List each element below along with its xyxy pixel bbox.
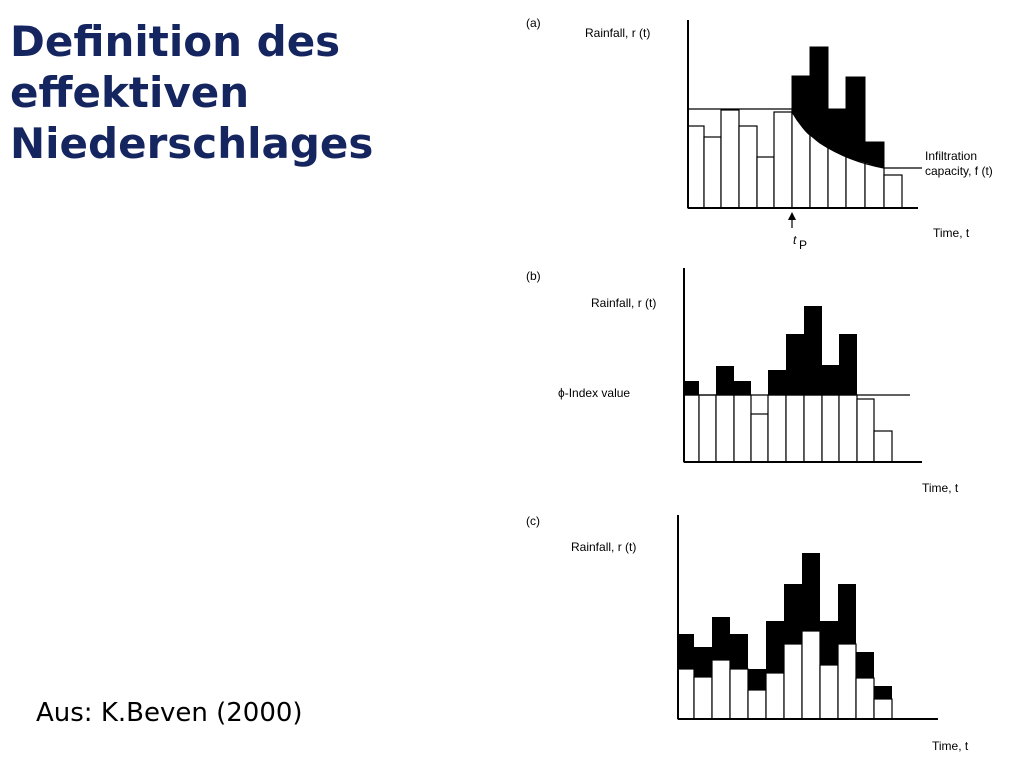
panel-c: (c) Rainfall, r (t): [526, 514, 969, 753]
panel-b-bar: [767, 394, 787, 463]
panel-b-tag: (b): [526, 269, 541, 283]
panel-c-bar: [747, 689, 767, 720]
panel-a-ponding-arrow: [788, 212, 796, 228]
panel-b-excess: [684, 306, 857, 395]
panel-a-rainfall-label: Rainfall, r (t): [585, 26, 650, 40]
panel-a-ponding-subscript: P: [799, 238, 807, 252]
rainfall-figure-svg: (a) Rainfall, r (t): [526, 16, 993, 753]
panel-c-bar: [677, 668, 695, 720]
panel-a-bar: [720, 109, 740, 209]
panel-a-bar: [738, 125, 758, 209]
panel-a-infiltration-label-2: capacity, f (t): [925, 164, 993, 178]
panel-a-bar: [864, 161, 885, 209]
panel-c-excess-block: [694, 647, 712, 677]
panel-c-bars: [677, 630, 893, 720]
slide-title-line-3: Niederschlages: [10, 119, 374, 168]
panel-a-infiltration-label-1: Infiltration: [925, 149, 977, 163]
panel-a-bar: [773, 111, 793, 209]
panel-a-tag: (a): [526, 16, 541, 30]
panel-b-excess-block: [768, 370, 786, 395]
slide-title-line-2: effektiven: [10, 68, 250, 117]
panel-b-bar: [856, 398, 875, 463]
panel-b-bar: [715, 394, 735, 463]
panel-b-bars: [683, 394, 893, 463]
panel-c-time-label: Time, t: [932, 739, 969, 753]
panel-b-bar: [838, 394, 858, 463]
panel-b-rainfall-label: Rainfall, r (t): [591, 296, 656, 310]
slide-title-line-1: Definition des: [10, 17, 341, 66]
panel-a-bar: [703, 136, 722, 209]
panel-b-bar: [803, 394, 823, 463]
panel-c-excess-block: [766, 621, 784, 673]
panel-b-excess-block: [804, 306, 822, 395]
panel-b-excess-block: [716, 366, 734, 395]
panel-b: (b) Rainfall, r (t) ϕ-Index value: [526, 268, 959, 495]
panel-c-bar: [855, 677, 875, 720]
panel-c-excess-block: [748, 669, 766, 690]
panel-b-bar: [733, 394, 752, 463]
panel-c-excess-block: [838, 584, 856, 644]
panel-c-bar: [819, 664, 839, 720]
panel-b-time-label: Time, t: [922, 481, 959, 495]
panel-c-bar: [765, 672, 785, 720]
panel-a-infiltration-curve: [688, 108, 922, 169]
source-citation: Aus: K.Beven (2000): [36, 698, 303, 728]
panel-b-excess-block: [839, 334, 857, 395]
panel-c-excess-block: [784, 584, 802, 644]
panel-c-bar: [693, 676, 713, 720]
panel-b-excess-block: [684, 381, 699, 395]
panel-c-excess-block: [820, 621, 838, 665]
rainfall-figure: (a) Rainfall, r (t): [510, 0, 1010, 768]
panel-c-rainfall-label: Rainfall, r (t): [571, 540, 636, 554]
panel-c-bar: [729, 668, 749, 720]
panel-c-excess-block: [712, 617, 730, 660]
panel-b-bar: [750, 413, 769, 463]
panel-c-bar: [837, 643, 857, 720]
panel-c-excess-block: [874, 686, 892, 699]
panel-c-excess: [678, 553, 892, 699]
panel-a-bar: [883, 174, 903, 209]
panel-c-bar: [801, 630, 821, 720]
panel-b-bar: [873, 430, 893, 463]
panel-a-ponding-label: t: [793, 233, 797, 247]
panel-b-excess-block: [786, 334, 804, 395]
panel-b-bar: [785, 394, 805, 463]
panel-a-bar: [756, 156, 775, 209]
panel-b-excess-block: [822, 365, 839, 395]
panel-c-excess-block: [678, 634, 694, 669]
panel-a-bar: [845, 155, 866, 209]
panel-c-tag: (c): [526, 514, 540, 528]
panel-b-bar: [821, 394, 840, 463]
panel-a-bar: [687, 125, 705, 209]
panel-c-excess-block: [730, 634, 748, 669]
panel-b-bar: [683, 394, 700, 463]
panel-c-excess-block: [856, 652, 874, 678]
panel-a-time-label: Time, t: [933, 226, 970, 240]
panel-b-phi-label: ϕ-Index value: [558, 386, 630, 400]
panel-c-bar: [783, 643, 803, 720]
panel-b-bar: [698, 394, 717, 463]
panel-b-excess-block: [734, 381, 751, 395]
panel-c-bar: [873, 698, 893, 720]
panel-a: (a) Rainfall, r (t): [526, 16, 993, 252]
panel-c-excess-block: [802, 553, 820, 631]
panel-c-bar: [711, 659, 731, 720]
slide-title: Definition des effektiven Niederschlages: [10, 16, 430, 169]
